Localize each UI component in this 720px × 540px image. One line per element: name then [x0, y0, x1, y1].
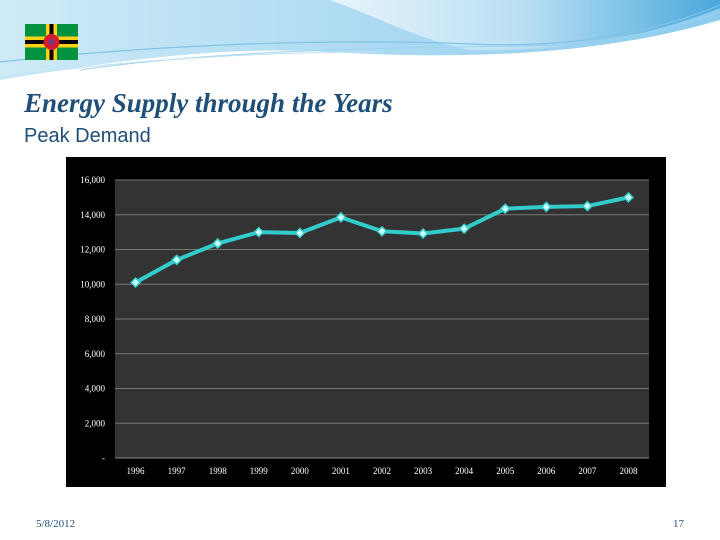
data-point-marker	[458, 223, 470, 235]
data-point-marker	[129, 276, 142, 289]
footer-date: 5/8/2012	[36, 518, 76, 530]
slide-subtitle: Peak Demand	[24, 125, 151, 147]
x-tick-label: 2007	[578, 466, 597, 476]
data-point-marker	[253, 226, 265, 238]
data-point-marker	[171, 254, 183, 266]
peak-demand-line-chart: - 2,000 4,000 6,000 8,000 10,000 12,000 14,000 1…	[80, 175, 649, 476]
x-tick-label: 2005	[496, 466, 515, 476]
data-point-marker	[540, 201, 552, 213]
slide-title: Energy Supply through the Years	[24, 88, 393, 118]
y-tick-label: 14,000	[80, 210, 105, 220]
x-tick-label: 2004	[455, 466, 474, 476]
x-tick-label: 2000	[291, 466, 310, 476]
data-point-marker	[335, 211, 347, 223]
y-tick-label: 12,000	[80, 245, 105, 255]
x-tick-label: 1997	[168, 466, 187, 476]
x-tick-label: 2003	[414, 466, 433, 476]
data-point-marker	[212, 237, 224, 249]
y-tick-label: 8,000	[85, 314, 106, 324]
header-wave-decoration	[0, 0, 720, 80]
y-tick-label: 10,000	[80, 279, 105, 289]
x-tick-label: 1996	[127, 466, 145, 476]
data-point-marker	[294, 227, 306, 239]
x-tick-label: 1999	[250, 466, 269, 476]
x-tick-label: 2001	[332, 466, 350, 476]
data-point-marker	[417, 227, 429, 240]
data-point-marker	[622, 191, 635, 203]
dominica-flag-icon	[25, 24, 78, 60]
page-number: 17	[673, 518, 684, 530]
y-tick-label: 4,000	[85, 384, 106, 394]
y-tick-label: 2,000	[85, 418, 106, 428]
y-tick-label: -	[102, 453, 105, 463]
x-tick-label: 2006	[537, 466, 556, 476]
data-point-marker	[581, 200, 593, 212]
x-tick-label: 2008	[619, 466, 638, 476]
y-tick-label: 16,000	[80, 175, 105, 185]
y-tick-label: 6,000	[85, 349, 106, 359]
data-point-marker	[499, 203, 511, 215]
x-tick-label: 2002	[373, 466, 391, 476]
data-point-marker	[376, 225, 388, 237]
x-tick-label: 1998	[209, 466, 228, 476]
